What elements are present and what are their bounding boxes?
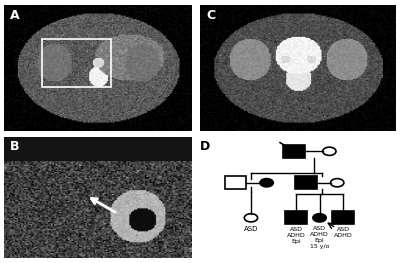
- Text: A: A: [10, 9, 19, 22]
- Bar: [42, 39, 111, 87]
- Circle shape: [323, 147, 336, 155]
- Circle shape: [313, 214, 326, 222]
- Text: C: C: [206, 9, 215, 22]
- Text: B: B: [10, 140, 19, 153]
- Circle shape: [260, 179, 273, 187]
- Text: ASD: ASD: [244, 226, 258, 231]
- Text: ASD
ADHD
Epi: ASD ADHD Epi: [287, 227, 306, 244]
- Bar: [295, 176, 317, 189]
- Bar: [224, 176, 246, 189]
- Text: ASD
ADHD
Epi
15 y/o: ASD ADHD Epi 15 y/o: [310, 226, 329, 249]
- Text: D: D: [200, 140, 210, 153]
- Circle shape: [330, 179, 344, 187]
- Bar: [285, 211, 307, 225]
- Bar: [283, 145, 305, 158]
- Bar: [332, 211, 354, 225]
- Circle shape: [244, 214, 258, 222]
- Text: ASD
ADHD: ASD ADHD: [334, 227, 352, 238]
